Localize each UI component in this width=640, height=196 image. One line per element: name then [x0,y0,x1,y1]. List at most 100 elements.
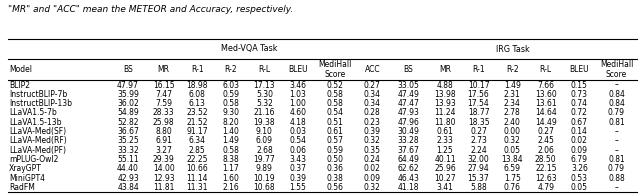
Text: 0.53: 0.53 [571,174,588,183]
Text: 0.27: 0.27 [470,127,487,136]
Text: R-L: R-L [259,65,271,74]
Text: 23.52: 23.52 [186,108,208,117]
Text: 0.34: 0.34 [364,90,381,99]
Text: 25.96: 25.96 [434,164,456,173]
Text: 0.39: 0.39 [289,174,307,183]
Text: 0.54: 0.54 [326,108,344,117]
Text: 11.31: 11.31 [186,183,208,192]
Text: 33.32: 33.32 [117,146,139,155]
Text: 0.14: 0.14 [571,127,588,136]
Text: 0.59: 0.59 [326,146,344,155]
Text: 0.54: 0.54 [289,136,307,145]
Text: 0.28: 0.28 [364,108,381,117]
Text: 0.50: 0.50 [326,155,344,164]
Text: 35.25: 35.25 [117,136,139,145]
Text: 1.49: 1.49 [504,81,520,90]
Text: ACC: ACC [364,65,380,74]
Text: 40.11: 40.11 [434,155,456,164]
Text: 52.82: 52.82 [117,118,139,127]
Text: 4.60: 4.60 [289,108,307,117]
Text: 17.54: 17.54 [468,99,490,108]
Text: 91.17: 91.17 [186,127,208,136]
Text: 4.79: 4.79 [537,183,554,192]
Text: 0.57: 0.57 [326,136,344,145]
Text: InstructBLIP-13b: InstructBLIP-13b [9,99,72,108]
Text: 18.77: 18.77 [468,108,490,117]
Text: MediHall
Score: MediHall Score [600,60,633,79]
Text: –: – [614,136,618,145]
Text: 46.43: 46.43 [397,174,420,183]
Text: 4.18: 4.18 [290,118,307,127]
Text: 17.56: 17.56 [468,90,490,99]
Text: XrayGPT: XrayGPT [9,164,42,173]
Text: 0.61: 0.61 [326,127,344,136]
Text: Med-VQA Task: Med-VQA Task [221,44,277,54]
Text: 32.00: 32.00 [468,155,490,164]
Text: 2.78: 2.78 [504,108,520,117]
Text: –: – [614,183,618,192]
Text: 6.91: 6.91 [155,136,172,145]
Text: 44.40: 44.40 [117,164,139,173]
Text: 22.15: 22.15 [535,164,557,173]
Text: 27.94: 27.94 [468,164,490,173]
Text: 16.15: 16.15 [153,81,175,90]
Text: 6.79: 6.79 [571,155,588,164]
Text: 0.09: 0.09 [364,174,381,183]
Text: 2.40: 2.40 [504,118,520,127]
Text: 55.11: 55.11 [117,155,139,164]
Text: InstructBLIP-7b: InstructBLIP-7b [9,90,67,99]
Text: 43.84: 43.84 [117,183,139,192]
Text: R-1: R-1 [472,65,485,74]
Text: 0.76: 0.76 [504,183,521,192]
Text: MediHall
Score: MediHall Score [319,60,352,79]
Text: 0.88: 0.88 [608,174,625,183]
Text: 3.27: 3.27 [155,146,172,155]
Text: 9.30: 9.30 [222,108,239,117]
Text: 0.73: 0.73 [571,90,588,99]
Text: 1.00: 1.00 [289,99,307,108]
Text: BLEU: BLEU [570,65,589,74]
Text: –: – [614,81,618,90]
Text: 3.43: 3.43 [289,155,307,164]
Text: MR: MR [439,65,451,74]
Text: 0.36: 0.36 [326,164,344,173]
Text: 10.66: 10.66 [186,164,208,173]
Text: 15.37: 15.37 [468,174,490,183]
Text: R-1: R-1 [191,65,204,74]
Text: 0.15: 0.15 [571,81,588,90]
Text: 0.39: 0.39 [364,127,381,136]
Text: Model: Model [9,65,32,74]
Text: 21.16: 21.16 [253,108,275,117]
Text: 6.13: 6.13 [189,99,205,108]
Text: 2.16: 2.16 [223,183,239,192]
Text: 0.79: 0.79 [608,164,625,173]
Text: 18.35: 18.35 [468,118,490,127]
Text: 25.98: 25.98 [153,118,175,127]
Text: 6.08: 6.08 [189,90,205,99]
Text: 2.33: 2.33 [436,136,453,145]
Text: 0.38: 0.38 [326,174,344,183]
Text: 9.10: 9.10 [256,127,273,136]
Text: 5.30: 5.30 [256,90,273,99]
Text: LLaVA1.5-7b: LLaVA1.5-7b [9,108,57,117]
Text: 2.24: 2.24 [470,146,487,155]
Text: 0.37: 0.37 [289,164,307,173]
Text: BLIP2: BLIP2 [9,81,30,90]
Text: 0.79: 0.79 [608,108,625,117]
Text: 8.38: 8.38 [223,155,239,164]
Text: 0.23: 0.23 [364,118,381,127]
Text: 28.50: 28.50 [535,155,557,164]
Text: 0.56: 0.56 [326,183,344,192]
Text: 6.59: 6.59 [504,164,521,173]
Text: 7.66: 7.66 [537,81,554,90]
Text: 19.38: 19.38 [253,118,275,127]
Text: 33.05: 33.05 [397,81,420,90]
Text: 22.25: 22.25 [186,155,208,164]
Text: 35.99: 35.99 [117,90,139,99]
Text: –: – [614,127,618,136]
Text: 0.02: 0.02 [364,164,381,173]
Text: 1.25: 1.25 [436,146,453,155]
Text: 33.28: 33.28 [398,136,419,145]
Text: 13.60: 13.60 [535,90,557,99]
Text: 10.17: 10.17 [468,81,490,90]
